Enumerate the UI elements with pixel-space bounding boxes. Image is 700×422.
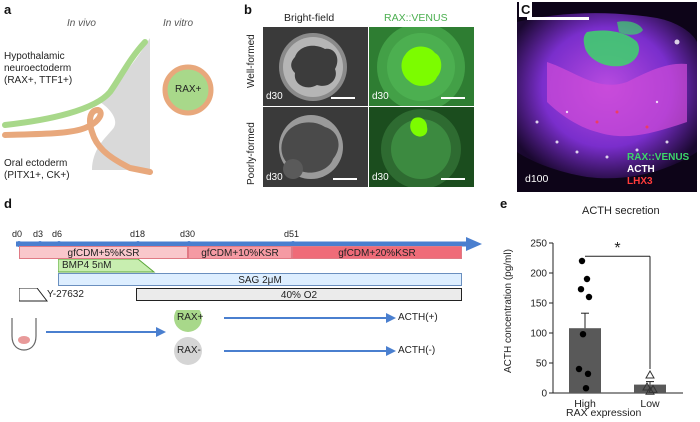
neuroectoderm-line xyxy=(2,39,148,128)
chart-ylabel: ACTH concentration (pg/ml) xyxy=(503,249,514,373)
data-point-low xyxy=(645,386,655,395)
hypothalamic-label-3: (RAX+, TTF1+) xyxy=(4,75,73,86)
y-tick-label: 100 xyxy=(530,329,547,340)
oral-ectoderm-label-2: (PITX1+, CK+) xyxy=(4,170,70,181)
bar-high xyxy=(569,328,601,393)
oral-ectoderm-label-1: Oral ectoderm xyxy=(4,158,68,169)
flow-diagram xyxy=(11,310,396,365)
bf-poor-day: d30 xyxy=(266,172,283,183)
y27632-label: Y-27632 xyxy=(47,289,84,300)
sag-bar: SAG 2μM xyxy=(58,273,462,286)
hypothalamic-label-1: Hypothalamic xyxy=(4,51,65,62)
day-d51: d51 xyxy=(284,229,300,239)
day-d0: d0 xyxy=(12,229,23,239)
day-d3: d3 xyxy=(33,229,44,239)
y-tick-label: 0 xyxy=(541,389,547,400)
rax-positive-node: RAX+ xyxy=(177,312,204,323)
hypothalamic-label-2: neuroectoderm xyxy=(4,63,72,74)
category-label: Low xyxy=(640,398,660,410)
oral-ectoderm-line xyxy=(2,106,153,175)
in-vivo-label: In vivo xyxy=(67,18,96,29)
bright-field-header: Bright-field xyxy=(284,12,335,24)
chart-title: ACTH secretion xyxy=(582,205,660,217)
legend-rax-venus: RAX::VENUS xyxy=(627,152,690,163)
data-point-high xyxy=(584,370,592,377)
y-tick-label: 150 xyxy=(530,299,547,310)
bmp4-bar xyxy=(58,259,156,273)
day-d18: d18 xyxy=(130,229,146,239)
y-tick-label: 250 xyxy=(530,239,547,250)
acth-positive-label: ACTH(+) xyxy=(398,312,438,323)
data-point-high xyxy=(579,331,587,338)
data-point-high xyxy=(582,385,590,392)
panel-c-letter-overlay: C xyxy=(519,2,533,17)
day-d6: d6 xyxy=(52,229,63,239)
phase-20ksr: gfCDM+20%KSR xyxy=(292,246,462,259)
venus-well-formed-image: d30 xyxy=(369,27,474,106)
data-point-high xyxy=(578,257,586,265)
chart-xlabel: RAX expression xyxy=(566,407,642,419)
venus-poor-day: d30 xyxy=(372,172,389,183)
acth-negative-label: ACTH(-) xyxy=(398,345,436,356)
phase-10ksr: gfCDM+10%KSR xyxy=(188,246,292,259)
venus-header: RAX::VENUS xyxy=(384,12,448,24)
immunostain-day: d100 xyxy=(525,173,549,185)
y-tick-label: 50 xyxy=(536,359,548,370)
data-point-low xyxy=(645,369,655,379)
bmp4-label: BMP4 5nM xyxy=(62,260,112,271)
venus-well-day: d30 xyxy=(372,91,389,102)
category-label: High xyxy=(574,398,596,410)
data-point-low xyxy=(642,381,652,391)
panel-e-label: e xyxy=(500,196,508,211)
panel-a-label: a xyxy=(4,2,12,17)
bf-poorly-formed-image: d30 xyxy=(263,107,368,187)
y-tick-label: 200 xyxy=(530,269,547,280)
bf-well-formed-image: d30 xyxy=(263,27,368,106)
panel-d-label: d xyxy=(4,196,12,211)
timeline-arrow xyxy=(16,237,482,251)
legend-lhx3: LHX3 xyxy=(627,176,653,187)
legend-acth: ACTH xyxy=(627,164,655,175)
immunostain-image: d100 RAX::VENUS ACTH LHX3 xyxy=(517,2,697,192)
rax-negative-node: RAX- xyxy=(177,345,201,356)
panel-b-label: b xyxy=(244,2,252,17)
venus-poorly-formed-image: d30 xyxy=(369,107,474,187)
row-poorly-formed-label: Poorly-formed xyxy=(246,122,257,185)
phase-5ksr: gfCDM+5%KSR xyxy=(19,246,188,259)
y27632-bar xyxy=(19,288,49,302)
rax-positive-organoid xyxy=(162,64,214,116)
o2-bar: 40% O2 xyxy=(136,288,462,301)
bf-well-day: d30 xyxy=(266,91,283,102)
circle-rax-label: RAX+ xyxy=(175,84,202,95)
acth-bar-chart: 0 50 100 150 200 250 High Low * xyxy=(530,239,683,410)
in-vitro-label: In vitro xyxy=(163,18,194,29)
data-point-high xyxy=(575,365,583,373)
data-point-high xyxy=(585,293,593,301)
significance-marker: * xyxy=(614,240,620,257)
data-point-high xyxy=(577,286,585,293)
tissue-diagram xyxy=(2,38,214,175)
row-well-formed-label: Well-formed xyxy=(246,34,257,88)
data-point-high xyxy=(583,275,591,283)
day-d30: d30 xyxy=(180,229,196,239)
